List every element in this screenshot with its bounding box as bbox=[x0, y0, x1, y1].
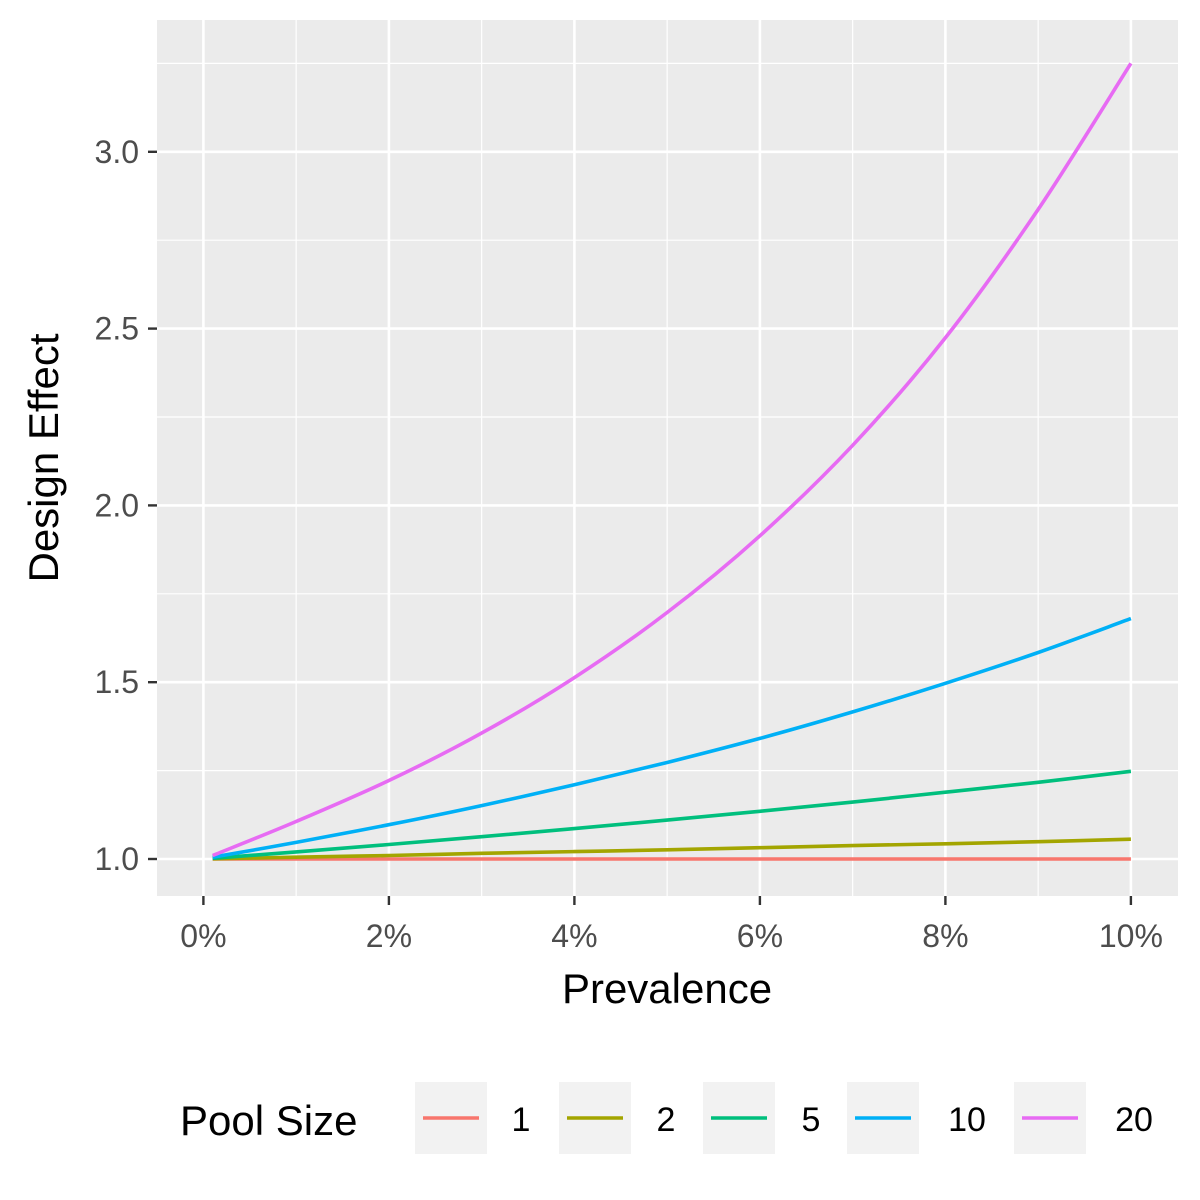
x-axis: 0% 2% 4% 6% 8% 10% bbox=[180, 896, 1163, 954]
legend-label-pool-5: 5 bbox=[802, 1101, 821, 1139]
x-tick-label: 8% bbox=[922, 918, 968, 954]
y-tick-label: 3.0 bbox=[95, 134, 139, 170]
series-line-pool-5 bbox=[212, 769, 1132, 861]
legend-label-pool-10: 10 bbox=[948, 1101, 986, 1139]
y-tick-label: 1.0 bbox=[95, 841, 139, 877]
x-tick-label: 10% bbox=[1099, 918, 1163, 954]
series-line-pool-10 bbox=[212, 616, 1132, 859]
x-tick-label: 0% bbox=[180, 918, 226, 954]
y-tick-label: 2.0 bbox=[95, 487, 139, 523]
legend-label-pool-1: 1 bbox=[512, 1101, 531, 1139]
x-axis-title: Prevalence bbox=[562, 965, 772, 1012]
y-tick-label: 2.5 bbox=[95, 311, 139, 347]
legend-title: Pool Size bbox=[180, 1097, 357, 1144]
legend-label-pool-2: 2 bbox=[657, 1101, 676, 1139]
x-tick-label: 6% bbox=[737, 918, 783, 954]
x-tick-label: 4% bbox=[551, 918, 597, 954]
y-axis: 1.0 1.5 2.0 2.5 3.0 bbox=[95, 134, 157, 877]
y-axis-title: Design Effect bbox=[20, 333, 67, 582]
x-tick-label: 2% bbox=[366, 918, 412, 954]
series-line-pool-20 bbox=[212, 62, 1133, 858]
series-line-pool-2 bbox=[212, 837, 1131, 861]
major-grid bbox=[157, 20, 1178, 896]
minor-grid bbox=[157, 20, 1178, 896]
series-lines bbox=[212, 62, 1133, 861]
y-tick-label: 1.5 bbox=[95, 664, 139, 700]
legend: Pool Size 1 2 5 10 20 bbox=[180, 1082, 1153, 1154]
legend-label-pool-20: 20 bbox=[1115, 1101, 1153, 1139]
